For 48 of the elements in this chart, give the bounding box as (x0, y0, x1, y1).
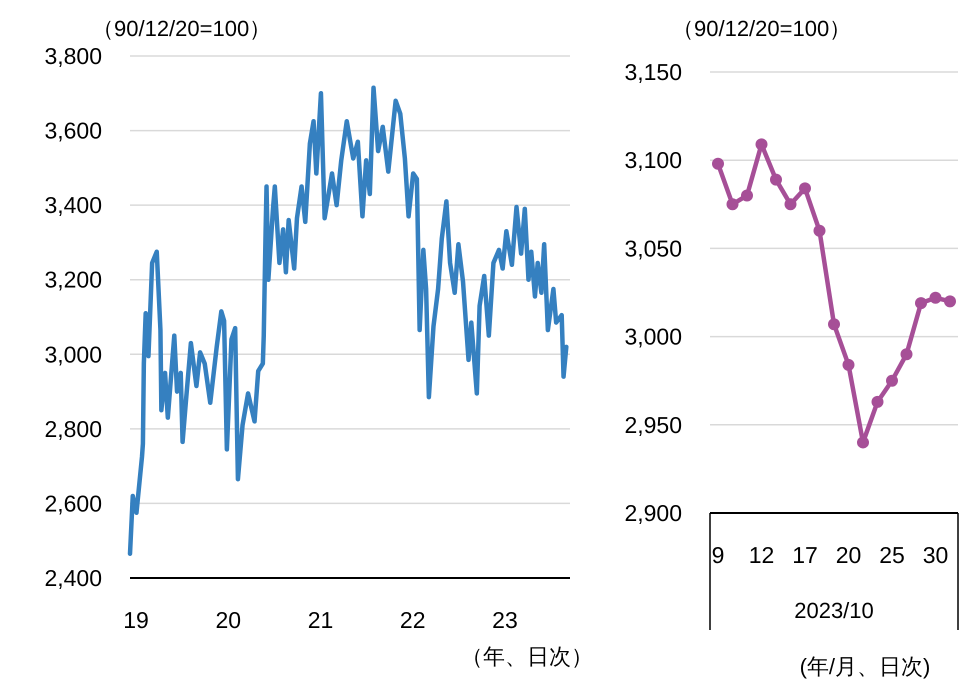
y-tick-label: 3,800 (44, 43, 102, 69)
y-tick-label: 2,800 (44, 416, 102, 442)
point (784, 198, 796, 210)
y-tick-label: 2,600 (44, 490, 102, 516)
x-tick-label: 30 (922, 542, 948, 568)
point (944, 295, 956, 308)
point (741, 189, 753, 202)
y-tick-label: 3,200 (44, 266, 102, 293)
x-axis-title: 2023/10 (794, 598, 874, 623)
point (726, 198, 738, 210)
x-tick-label: 22 (400, 607, 426, 633)
x-tick-label: 9 (712, 542, 724, 568)
x-axis-title: （年、日次） (461, 644, 593, 669)
x-tick-label: 19 (123, 607, 149, 633)
y-tick-label: 2,900 (624, 500, 682, 526)
point (872, 396, 884, 408)
point (814, 224, 826, 237)
point (915, 297, 927, 310)
x-tick-label: 25 (879, 542, 905, 568)
y-tick-label: 3,400 (44, 192, 102, 218)
y-axis-title: （90/12/20=100） (92, 16, 272, 41)
point (756, 138, 768, 150)
point (930, 292, 942, 304)
y-tick-label: 3,600 (44, 118, 102, 144)
y-tick-label: 3,150 (624, 59, 682, 85)
point (799, 182, 811, 194)
x-tick-label: 12 (748, 542, 774, 568)
y-tick-label: 2,950 (624, 412, 682, 438)
point (886, 374, 898, 387)
y-tick-label: 2,400 (44, 565, 102, 591)
x-tick-label: 17 (792, 542, 818, 568)
y-tick-label: 3,000 (44, 341, 102, 368)
point (842, 358, 854, 371)
line-series (128, 85, 569, 556)
point (828, 318, 840, 330)
y-axis-title: （90/12/20=100） (672, 16, 852, 41)
point (712, 158, 724, 170)
text: (年/月、日次) (800, 654, 930, 679)
x-tick-label: 20 (836, 542, 862, 568)
y-tick-label: 3,050 (624, 235, 682, 262)
x-tick-label: 23 (492, 607, 518, 633)
point (770, 174, 782, 186)
x-tick-label: 21 (308, 607, 334, 633)
y-tick-label: 3,100 (624, 147, 682, 174)
point (900, 348, 912, 360)
y-tick-label: 3,000 (624, 324, 682, 350)
x-tick-label: 20 (215, 607, 242, 633)
point (857, 436, 869, 448)
